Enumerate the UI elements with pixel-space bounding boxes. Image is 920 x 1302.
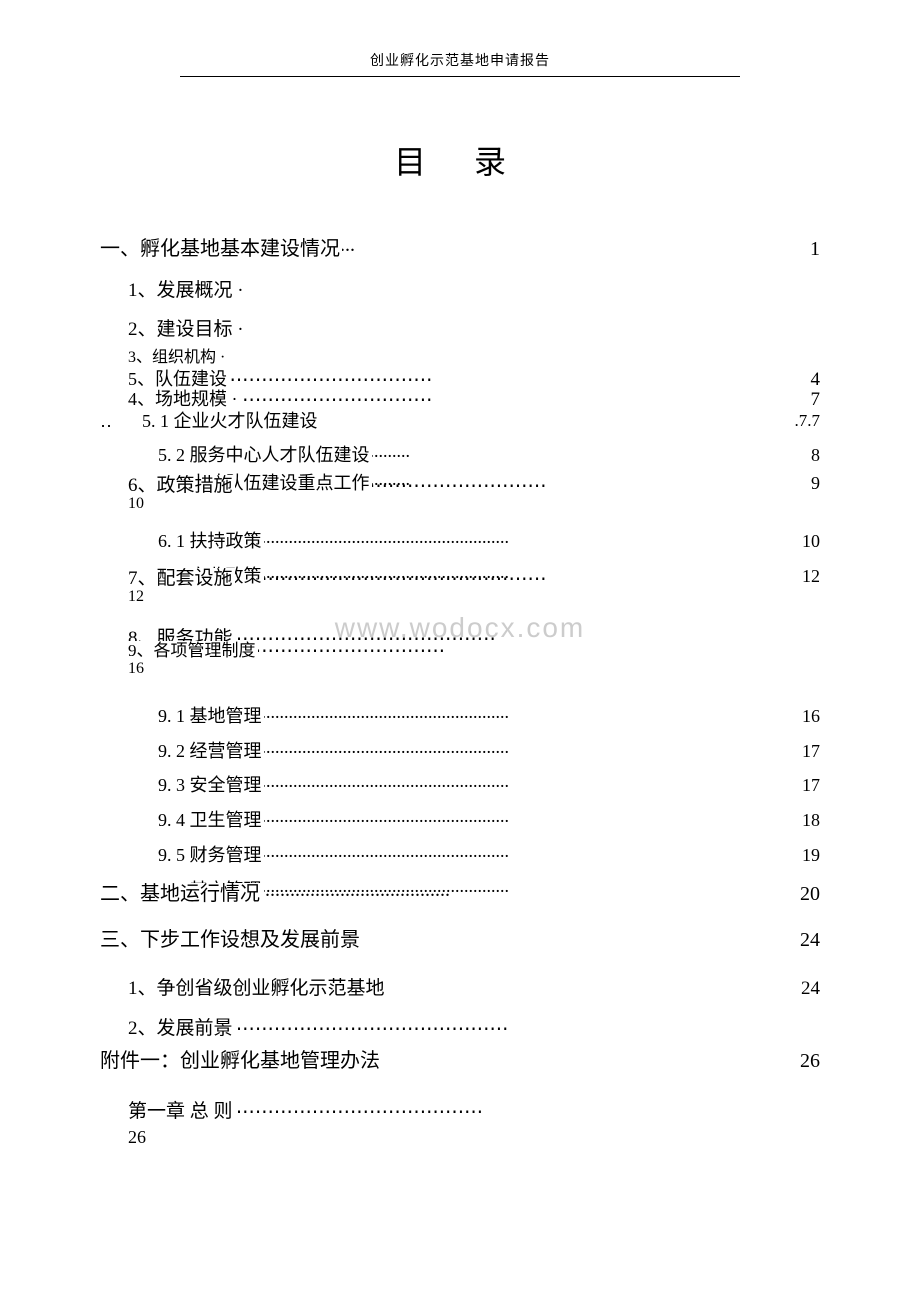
toc-title: 目 录 <box>100 137 820 183</box>
toc-text: 一、孵化基地基本建设情况 <box>100 238 342 260</box>
toc-entry-5-1: ‥5. 1 企业火才队伍建设 ‥‥‥‥‥‥‥‥‥‥‥‥‥‥‥‥. .7.7 <box>100 407 820 437</box>
toc-text: 7、配套设施 <box>128 568 235 589</box>
toc-page: 9 <box>809 469 820 498</box>
toc-page: 19 <box>800 841 820 870</box>
toc-page: 18 <box>800 806 820 835</box>
toc-page: 10 <box>800 527 820 556</box>
toc-text: 附件一：创业孵化基地管理办法 <box>100 1050 382 1072</box>
toc-entry-9-2: 9. 2 经营管理 ..............................… <box>158 737 820 766</box>
toc-page: 17 <box>800 771 820 800</box>
toc-section-2: 二、基地运行情况 ...............................… <box>100 878 820 910</box>
toc-page-below: 12 <box>128 588 144 606</box>
toc-entry-1-2: 2、建设目标 · <box>128 314 820 341</box>
toc-entry-9-5: 9. 5 财务管理 ..............................… <box>158 841 820 870</box>
toc-entry-6-1: 6. 1 扶持政策 ..............................… <box>158 527 820 556</box>
toc-text: 第一章 总 则 <box>128 1101 235 1122</box>
toc-text: 5、队伍建设 <box>128 369 229 389</box>
toc-text: 9. 3 安全管理 <box>158 775 264 795</box>
toc-entry-9-1: 9. 1 基地管理 ..............................… <box>158 702 820 731</box>
toc-entry-5-2: 5. 2 服务中心人才队伍建设 ........................… <box>158 441 820 470</box>
toc-text: 9. 1 基地管理 <box>158 706 264 726</box>
toc-text: 4、场地规模 · <box>128 389 240 409</box>
toc-page-below: 10 <box>128 495 144 513</box>
toc-entry-1-1: 1、发展概况 · <box>128 275 820 302</box>
toc-text: 5. 2 服务中心人才队伍建设 <box>158 445 372 465</box>
toc-entry-3-2: 2、发展前景 ‥‥‥‥‥‥‥‥‥‥‥‥‥‥‥‥‥‥‥‥‥‥‥‥‥‥‥‥‥‥ <box>128 1014 820 1044</box>
toc-text: 6、政策措施 <box>128 475 235 496</box>
toc-page-26: 26 <box>128 1127 820 1148</box>
toc-page: 8 <box>809 441 820 470</box>
toc-section-1: 一、孵化基地基本建设情况 ...........................… <box>100 233 820 265</box>
toc-entry-1-3: 3、组织机构 · <box>128 343 225 367</box>
overlap-block-2: 5. 3 人才队伍建设重点工作 ........................… <box>100 463 820 521</box>
toc-page: 1 <box>808 233 820 265</box>
toc-text: 9. 5 财务管理 <box>158 845 264 865</box>
toc-entry-1-9: 9、各项管理制度 ‥‥‥‥‥‥‥‥‥‥‥‥‥‥‥‥‥‥‥‥‥‥‥‥‥ <box>128 636 880 666</box>
toc-text: 2、发展前景 <box>128 1018 235 1039</box>
toc-page: 20 <box>798 878 820 910</box>
toc-text: 9. 2 经营管理 <box>158 741 264 761</box>
overlap-block-5: 9. 6 其它管理 ..............................… <box>100 870 820 910</box>
toc-page-16: 16 <box>128 660 144 678</box>
document-page: 创业孵化示范基地申请报告 目 录 www.wodocx.com 一、孵化基地基本… <box>0 0 920 1198</box>
toc-text: 1、争创省级创业孵化示范基地 <box>128 978 387 999</box>
toc-page: 24 <box>798 924 820 956</box>
toc-entry-9-3: 9. 3 安全管理 ..............................… <box>158 771 820 800</box>
toc-page: 12 <box>800 562 820 591</box>
toc-page: 16 <box>800 702 820 731</box>
toc-text: 二、基地运行情况 <box>100 883 262 905</box>
toc-page: .7.7 <box>793 407 821 434</box>
toc-text: 2、建设目标 · <box>128 319 244 340</box>
toc-att1-ch1: 第一章 总 则 ‥‥‥‥‥‥‥‥‥‥‥‥‥‥‥‥‥‥‥‥‥‥‥‥‥‥‥‥ <box>128 1097 820 1127</box>
toc-page: 24 <box>799 974 820 1004</box>
toc-text: 三、下步工作设想及发展前景 <box>100 929 362 951</box>
toc-section-3: 三、下步工作设想及发展前景 ..........................… <box>100 924 820 956</box>
toc-page: 26 <box>798 1045 820 1077</box>
overlap-block-6: 24 附件一：创业孵化基地管理办法 ......................… <box>100 1045 820 1079</box>
toc-attachment-1: 附件一：创业孵化基地管理办法 .........................… <box>100 1045 820 1077</box>
overlap-block-3: 6. 2 产业政策 ..............................… <box>100 556 820 614</box>
overlap-block-1: 3、组织机构 · 5、队伍建设 ‥‥‥‥‥‥‥‥‥‥‥‥‥‥‥‥‥‥‥‥‥‥‥‥… <box>100 343 820 463</box>
toc-text: 9. 4 卫生管理 <box>158 810 264 830</box>
toc-page: 17 <box>800 737 820 766</box>
toc-text: 1、发展概况 · <box>128 280 244 301</box>
toc-text: 9、各项管理制度 <box>128 641 258 660</box>
toc-entry-9-4: 9. 4 卫生管理 ..............................… <box>158 806 820 835</box>
toc-entry-3-1: 1、争创省级创业孵化示范基地 ‥‥‥‥‥‥‥‥‥‥‥‥‥‥‥‥‥‥‥ 24 <box>128 974 820 1004</box>
toc-text-inner: 5. 1 企业火才队伍建设 <box>112 411 318 431</box>
page-header: 创业孵化示范基地申请报告 <box>180 50 740 77</box>
overlap-block-4: 8、服务功能 ‥‥‥‥‥‥‥‥‥‥‥‥‥‥‥‥‥‥‥‥‥‥‥‥‥‥‥‥‥ 9、各… <box>100 624 820 696</box>
toc-text: 6. 1 扶持政策 <box>158 531 264 551</box>
